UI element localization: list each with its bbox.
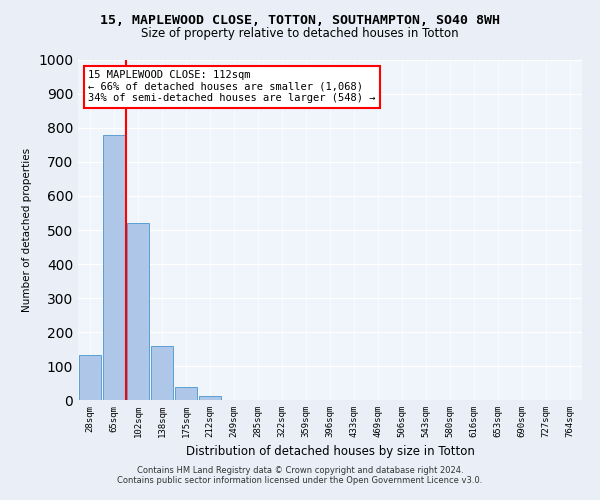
Bar (151, 346, 173, 400)
Bar (79, 355, 101, 400)
Bar (127, 222, 149, 400)
Bar (103, 136, 125, 400)
Y-axis label: Number of detached properties: Number of detached properties (22, 148, 32, 312)
Bar (175, 388, 197, 400)
Text: Size of property relative to detached houses in Totton: Size of property relative to detached ho… (141, 28, 459, 40)
Text: 15, MAPLEWOOD CLOSE, TOTTON, SOUTHAMPTON, SO40 8WH: 15, MAPLEWOOD CLOSE, TOTTON, SOUTHAMPTON… (100, 14, 500, 27)
Bar (199, 396, 221, 400)
X-axis label: Distribution of detached houses by size in Totton: Distribution of detached houses by size … (185, 446, 475, 458)
Text: 15 MAPLEWOOD CLOSE: 112sqm
← 66% of detached houses are smaller (1,068)
34% of s: 15 MAPLEWOOD CLOSE: 112sqm ← 66% of deta… (88, 70, 376, 103)
Text: Contains HM Land Registry data © Crown copyright and database right 2024.
Contai: Contains HM Land Registry data © Crown c… (118, 466, 482, 485)
